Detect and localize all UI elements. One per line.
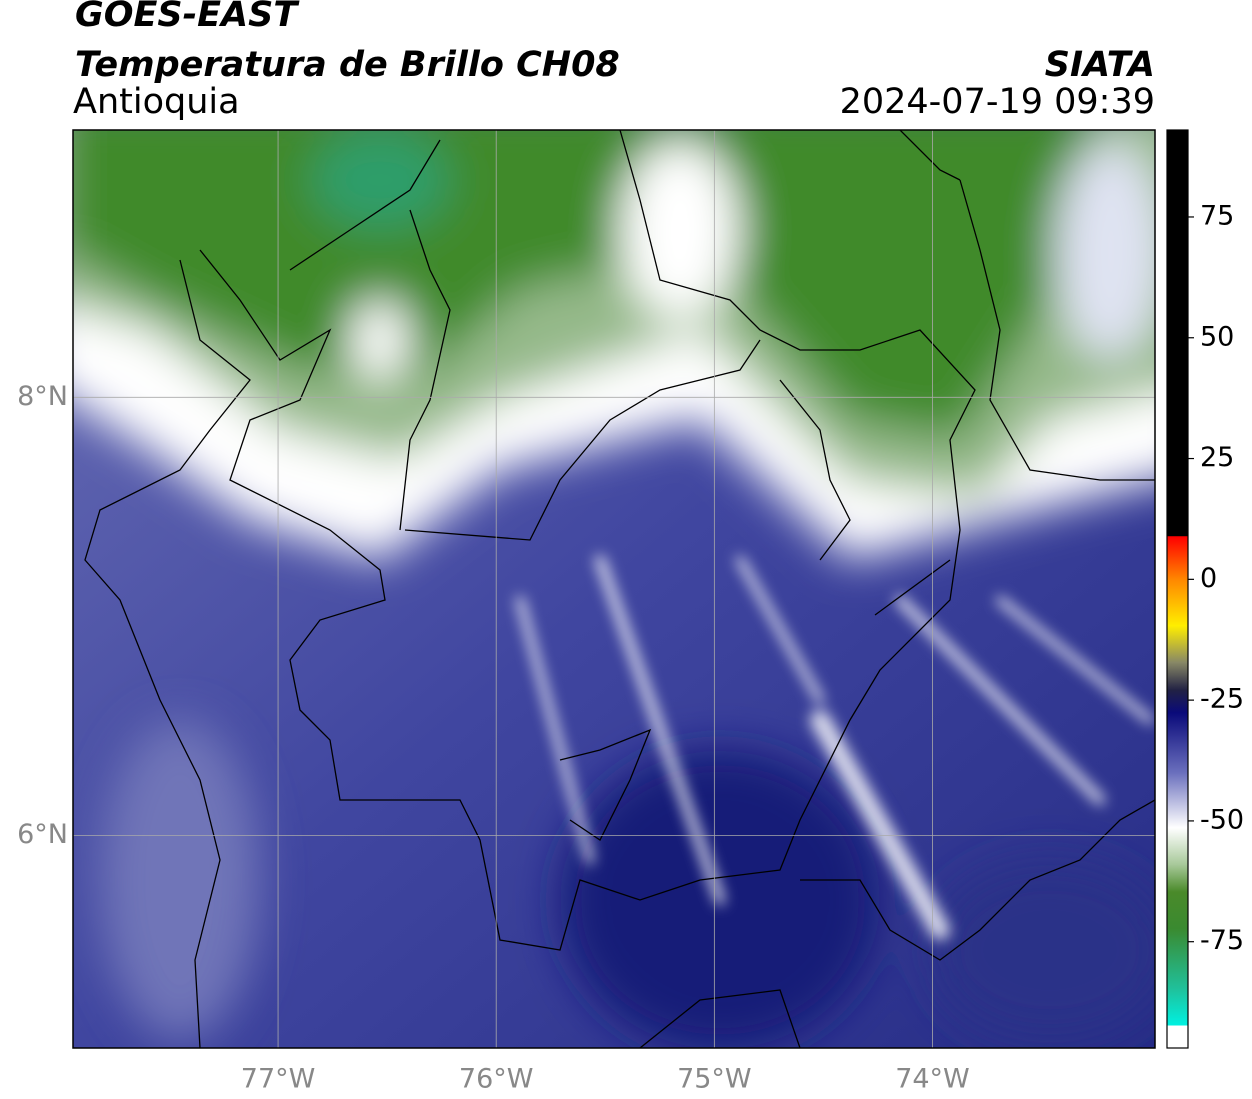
colorbar-tick-label: -50 [1200, 804, 1244, 835]
colorbar-tick-label: 75 [1200, 200, 1234, 231]
x-tick-label: 76°W [459, 1064, 534, 1095]
colorbar-tick-label: -75 [1200, 925, 1244, 956]
source: SIATA [1045, 45, 1155, 85]
map-frame [72, 129, 1156, 1049]
title: GOES-EAST [75, 0, 300, 35]
region: Antioquia [73, 82, 240, 122]
x-tick-label: 75°W [677, 1064, 752, 1095]
y-tick-label: 6°N [17, 819, 68, 850]
boundaries [84, 130, 1155, 1048]
colorbar-tick-label: 0 [1200, 563, 1217, 594]
satellite-image [73, 130, 1155, 1048]
x-tick-label: 74°W [895, 1064, 970, 1095]
x-tick-label: 77°W [241, 1064, 316, 1095]
colorbar-tick-label: -25 [1200, 684, 1244, 715]
subtitle: Temperatura de Brillo CH08 [75, 45, 620, 85]
colorbar-tick-label: 25 [1200, 442, 1234, 473]
y-tick-label: 8°N [17, 381, 68, 412]
colorbar-tick-label: 50 [1200, 321, 1234, 352]
colorbar [1166, 129, 1189, 1049]
timestamp: 2024-07-19 09:39 [840, 82, 1155, 122]
